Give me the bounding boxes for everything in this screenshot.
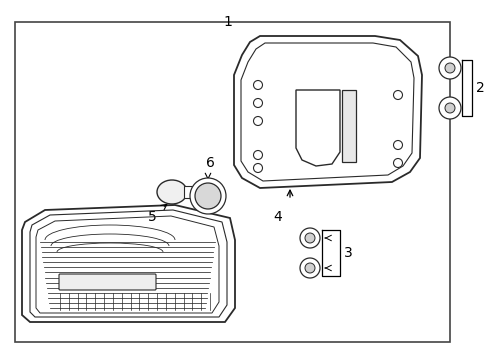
Text: 3: 3 (343, 246, 352, 260)
Circle shape (299, 258, 319, 278)
Bar (183, 186, 196, 198)
Polygon shape (295, 90, 339, 166)
Text: 6: 6 (205, 156, 214, 170)
Text: 2: 2 (475, 81, 484, 95)
Circle shape (195, 183, 221, 209)
Circle shape (201, 189, 215, 203)
Circle shape (299, 228, 319, 248)
Circle shape (253, 150, 262, 159)
Circle shape (438, 57, 460, 79)
Circle shape (393, 140, 402, 149)
Text: 4: 4 (273, 210, 282, 224)
Bar (341, 90, 355, 162)
Bar (15, 22, 449, 342)
Circle shape (444, 103, 454, 113)
Ellipse shape (157, 180, 186, 204)
Circle shape (393, 90, 402, 99)
Circle shape (305, 233, 314, 243)
FancyBboxPatch shape (59, 274, 156, 290)
Text: 1: 1 (223, 15, 232, 29)
Circle shape (253, 99, 262, 108)
Circle shape (305, 263, 314, 273)
Circle shape (190, 178, 225, 214)
Circle shape (438, 97, 460, 119)
Polygon shape (234, 36, 421, 188)
Circle shape (444, 63, 454, 73)
Circle shape (393, 158, 402, 167)
Circle shape (253, 81, 262, 90)
Circle shape (253, 117, 262, 126)
Circle shape (253, 163, 262, 172)
Polygon shape (22, 205, 235, 322)
Text: 5: 5 (147, 210, 156, 224)
